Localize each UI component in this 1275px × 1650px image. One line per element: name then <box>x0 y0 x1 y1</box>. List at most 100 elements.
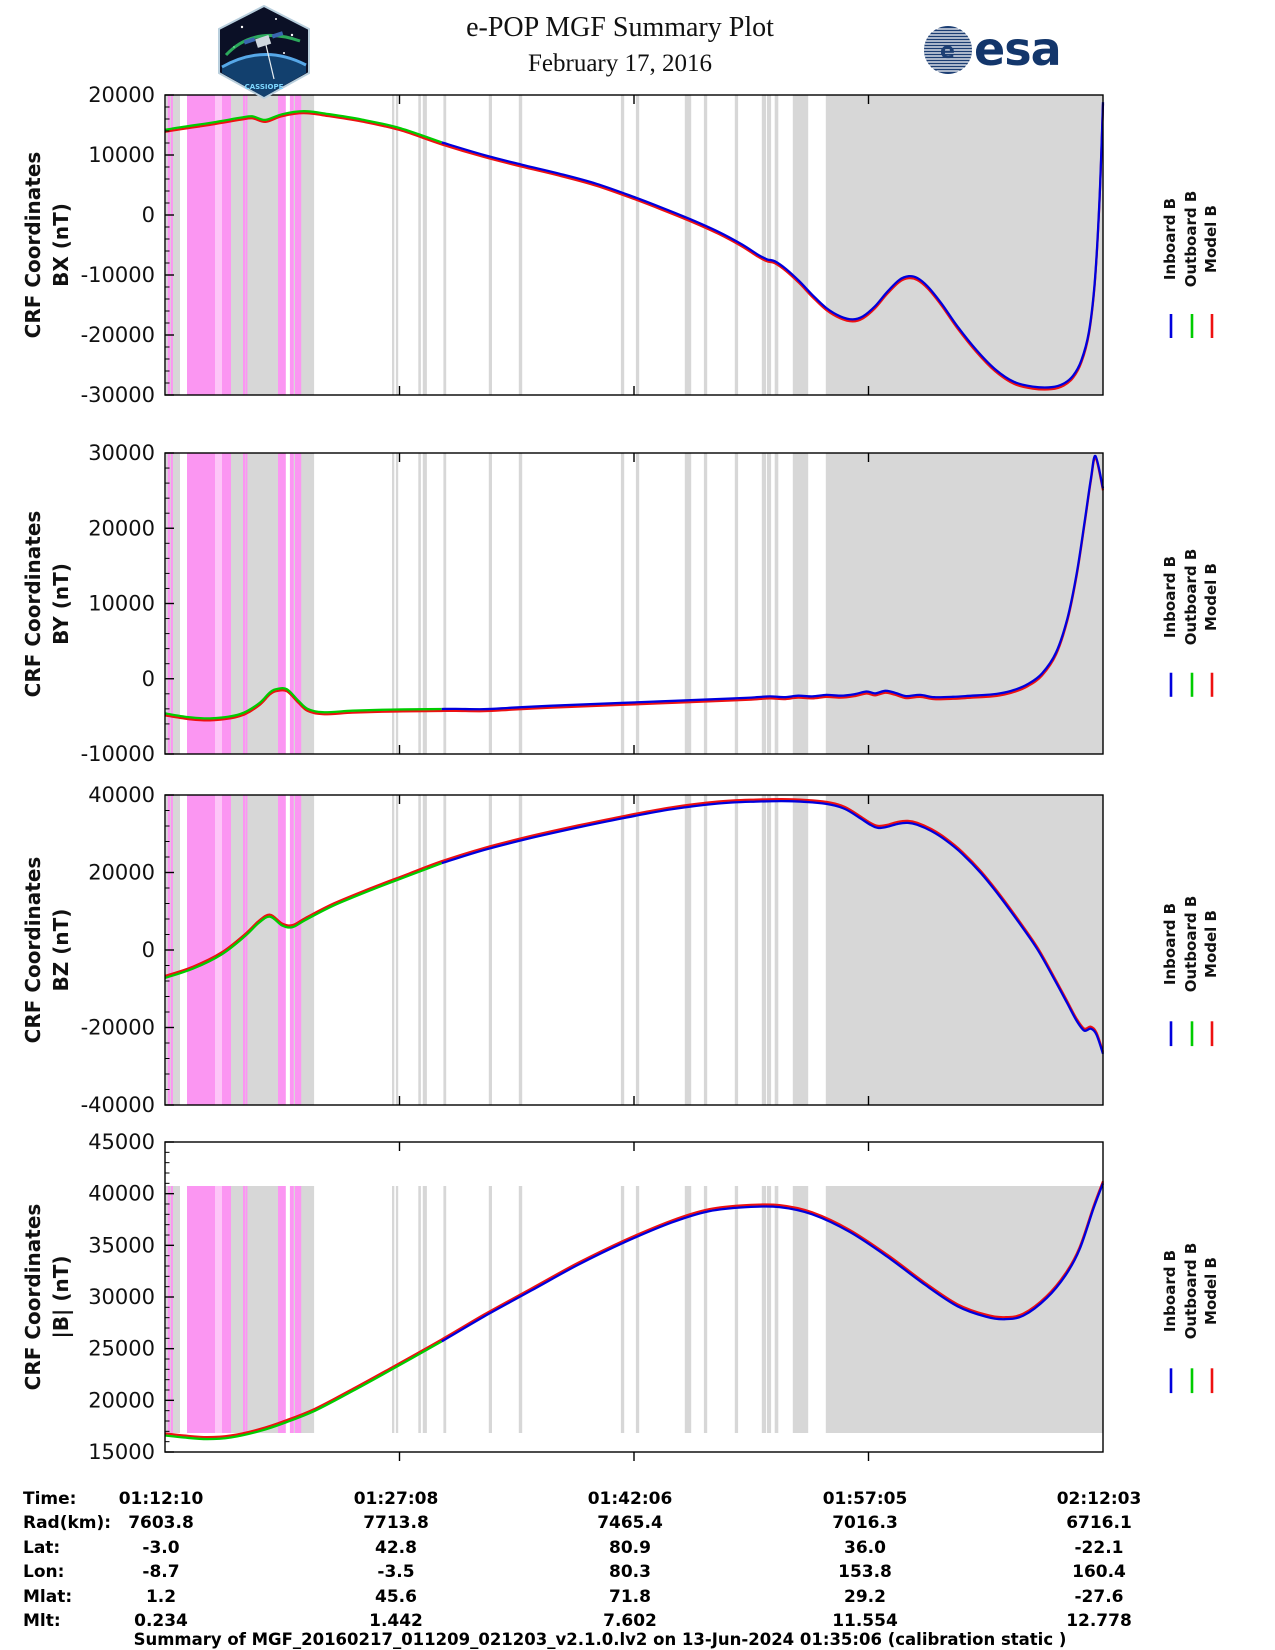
footer-summary: Summary of MGF_20160217_011209_021203_v2… <box>133 1630 1067 1649</box>
quality-band-gray <box>231 95 278 395</box>
quality-band-gray <box>443 1186 447 1433</box>
table-cell: 7465.4 <box>597 1513 663 1533</box>
y-tick-label: -20000 <box>81 323 155 347</box>
outboard-b-curve <box>164 1340 443 1441</box>
cassiope-mission-patch: CASSIOPE <box>218 5 310 99</box>
quality-band-gray <box>443 95 447 395</box>
legend-label-outboard-b: Outboard B <box>1182 895 1200 993</box>
y-tick-label: -20000 <box>81 1016 155 1040</box>
quality-band-magenta <box>222 95 231 395</box>
quality-band-gray <box>703 1186 708 1433</box>
y-tick-label: -30000 <box>81 383 155 407</box>
quality-band-magenta-light <box>215 95 222 395</box>
quality-band-gray <box>761 453 767 754</box>
table-cell: 7.602 <box>603 1611 657 1631</box>
legend-label-model-b: Model B <box>1202 909 1220 978</box>
quality-band-gray <box>418 453 421 754</box>
quality-band-gray <box>418 95 421 395</box>
table-cell: 36.0 <box>844 1538 886 1558</box>
patch-satellite <box>243 31 284 80</box>
table-cell: 1.2 <box>145 1587 177 1607</box>
legend-label-model-b: Model B <box>1202 563 1220 632</box>
table-cell: 01:12:10 <box>118 1489 204 1509</box>
quality-band-gray <box>734 453 739 754</box>
quality-band-magenta <box>243 795 245 1105</box>
y-tick-label: 0 <box>142 938 155 962</box>
quality-band-magenta <box>289 795 294 1105</box>
y-tick-label: 20000 <box>88 83 155 107</box>
quality-band-gray <box>518 95 523 395</box>
model-b-curve <box>164 456 1105 722</box>
quality-band-gray <box>231 453 278 754</box>
quality-band-gray <box>774 1186 779 1433</box>
table-cell: 7016.3 <box>832 1513 898 1533</box>
quality-band-gray <box>443 453 447 754</box>
y-tick-label: 0 <box>142 667 155 691</box>
y-tick-label: 15000 <box>88 1440 155 1464</box>
quality-band-gray <box>231 1186 278 1433</box>
panel2-ylabel-line2: BY (nT) <box>49 562 73 645</box>
page-date: February 17, 2016 <box>528 50 712 77</box>
quality-band-gray <box>620 453 625 754</box>
table-cell: 6716.1 <box>1066 1513 1132 1533</box>
inboard-b-curve <box>441 1182 1105 1343</box>
table-cell: 80.3 <box>609 1562 651 1582</box>
quality-band-gray <box>518 795 523 1105</box>
quality-band-gray <box>488 453 492 754</box>
legend-label-model-b: Model B <box>1202 205 1220 273</box>
table-cell: 29.2 <box>844 1587 886 1607</box>
quality-band-gray <box>635 1186 640 1433</box>
quality-band-gray <box>488 795 492 1105</box>
quality-band-gray <box>620 95 625 395</box>
quality-band-gray <box>684 453 692 754</box>
inboard-b-curve <box>441 454 1105 711</box>
quality-band-magenta <box>222 453 231 754</box>
quality-band-gray <box>767 795 772 1105</box>
table-cell: 12.778 <box>1066 1611 1132 1631</box>
quality-band-gray <box>395 95 399 395</box>
quality-band-gray <box>761 95 767 395</box>
y-tick-label: -10000 <box>81 742 155 766</box>
quality-band-gray <box>767 453 772 754</box>
legend-label-model-b: Model B <box>1202 1256 1220 1325</box>
table-cell: -22.1 <box>1074 1538 1124 1558</box>
quality-band-gray <box>488 1186 492 1433</box>
quality-band-gray <box>825 95 1103 395</box>
quality-band-gray <box>734 1186 739 1433</box>
y-tick-label: 20000 <box>88 861 155 885</box>
legend-label-inboard-b: Inboard B <box>1161 1249 1179 1332</box>
table-cell: 7713.8 <box>363 1513 429 1533</box>
y-tick-label: 10000 <box>88 143 155 167</box>
quality-band-gray <box>635 95 640 395</box>
quality-band-magenta <box>187 795 215 1105</box>
patch-aurora <box>224 34 301 57</box>
table-row-label: Time: <box>23 1489 77 1509</box>
quality-band-gray <box>635 795 640 1105</box>
quality-band-gray <box>792 1186 809 1433</box>
quality-band-magenta-light <box>215 795 222 1105</box>
quality-band-magenta <box>289 453 294 754</box>
table-cell: 02:12:03 <box>1056 1489 1142 1509</box>
quality-band-gray <box>774 453 779 754</box>
legend-label-outboard-b: Outboard B <box>1182 190 1200 288</box>
y-tick-label: 40000 <box>88 783 155 807</box>
quality-band-gray <box>422 95 427 395</box>
y-tick-label: 30000 <box>88 441 155 465</box>
table-cell: 153.8 <box>838 1562 892 1582</box>
quality-band-gray <box>231 795 278 1105</box>
quality-band-magenta <box>170 1186 173 1433</box>
inboard-b-curve <box>441 800 1105 1055</box>
quality-band-gray <box>395 453 399 754</box>
y-tick-label: 45000 <box>88 1130 155 1154</box>
quality-band-gray <box>761 795 767 1105</box>
quality-band-gray <box>684 95 692 395</box>
panel1-ylabel-line2: BX (nT) <box>49 203 73 287</box>
quality-band-gray <box>703 95 708 395</box>
panel3-ylabel-line2: BZ (nT) <box>49 908 73 992</box>
quality-band-gray <box>703 795 708 1105</box>
legend-label-outboard-b: Outboard B <box>1182 1242 1200 1340</box>
quality-band-gray <box>418 1186 421 1433</box>
y-tick-label: -10000 <box>81 263 155 287</box>
quality-band-gray <box>395 1186 399 1433</box>
page-title-block: e-POP MGF Summary Plot February 17, 2016 <box>330 12 910 78</box>
